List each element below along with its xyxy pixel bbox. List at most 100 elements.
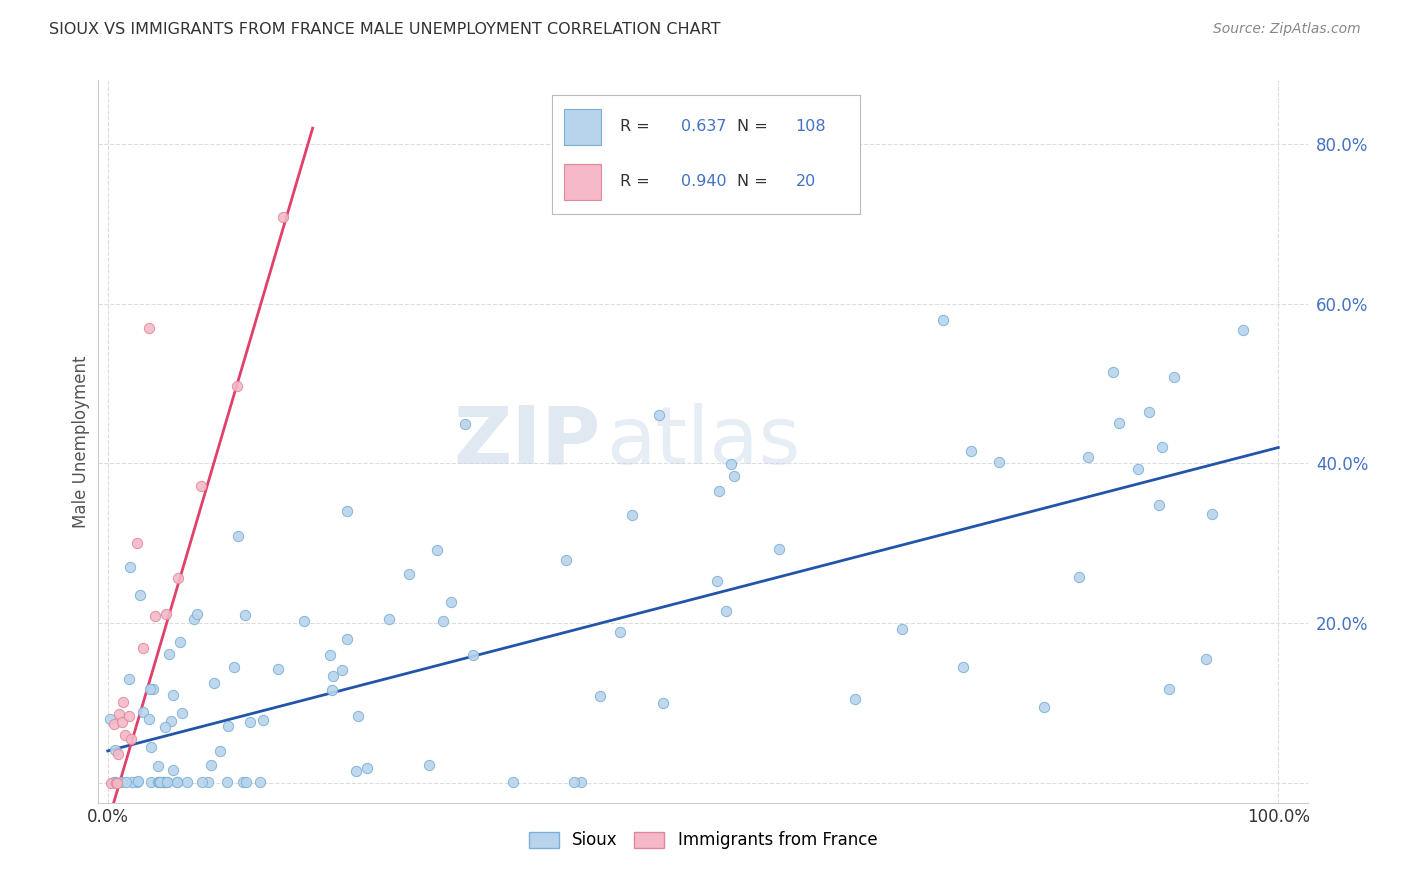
Point [322,669,344,683]
Point [186,607,208,622]
Point [723,469,745,483]
Point [153,775,176,789]
Text: atlas: atlas [606,402,800,481]
Point [118,672,141,686]
Y-axis label: Male Unemployment: Male Unemployment [72,355,90,528]
Point [1137,405,1160,419]
Point [108,706,131,721]
Point [235,775,257,789]
Point [1101,365,1123,379]
Point [127,773,149,788]
Point [114,728,136,742]
Point [609,624,631,639]
Point [1157,681,1180,696]
Point [138,712,160,726]
Point [1077,450,1099,464]
Point [111,715,134,730]
Point [176,775,198,789]
Point [1033,699,1056,714]
Point [273,210,295,224]
Point [932,313,955,327]
Point [105,776,128,790]
Point [318,648,340,662]
Point [891,622,914,636]
Point [224,659,246,673]
Point [139,775,162,789]
Point [330,663,353,677]
Point [162,688,184,702]
Point [356,761,378,775]
Point [125,775,148,789]
Point [225,379,247,393]
Point [252,713,274,727]
Point [217,718,239,732]
Point [1067,570,1090,584]
Point [706,574,728,588]
Point [183,612,205,626]
Point [651,697,673,711]
Point [426,543,449,558]
Point [125,536,148,550]
Point [589,689,612,703]
Point [120,732,142,747]
Point [191,775,214,789]
Point [100,776,122,790]
Point [149,775,172,789]
Point [571,775,593,789]
Point [1126,461,1149,475]
Point [200,757,222,772]
Point [141,740,163,755]
Text: SIOUX VS IMMIGRANTS FROM FRANCE MALE UNEMPLOYMENT CORRELATION CHART: SIOUX VS IMMIGRANTS FROM FRANCE MALE UNE… [49,22,721,37]
Point [155,720,177,734]
Point [156,775,179,789]
Point [709,483,731,498]
Point [1108,416,1130,430]
Point [226,529,249,543]
Point [238,714,260,729]
Legend: Sioux, Immigrants from France: Sioux, Immigrants from France [522,824,884,856]
Point [104,743,127,757]
Point [321,683,343,698]
Point [132,641,155,656]
Point [249,775,271,789]
Point [153,775,176,789]
Point [202,675,225,690]
Point [157,647,180,661]
Point [169,635,191,649]
Point [432,615,454,629]
Point [148,775,170,789]
Point [215,775,238,789]
Point [115,775,138,789]
Point [162,763,184,777]
Point [987,455,1010,469]
Point [98,712,121,726]
Point [714,604,737,618]
Point [440,594,463,608]
Point [621,508,644,523]
Point [377,612,399,626]
Point [418,758,440,772]
Point [190,479,212,493]
Point [111,695,134,709]
Point [156,775,179,789]
Point [166,775,188,789]
Point [336,632,359,647]
Point [110,775,132,789]
Point [1163,370,1185,384]
Point [292,615,315,629]
Point [768,541,790,556]
Text: ZIP: ZIP [453,402,600,481]
Point [555,553,578,567]
Point [960,444,983,458]
Point [104,775,127,789]
Point [648,408,671,422]
Point [146,775,169,789]
Point [104,776,127,790]
Point [233,608,256,623]
Point [121,775,143,789]
Point [1194,652,1216,666]
Point [209,744,232,758]
Point [160,714,183,728]
Point [132,706,155,720]
Point [1232,323,1254,337]
